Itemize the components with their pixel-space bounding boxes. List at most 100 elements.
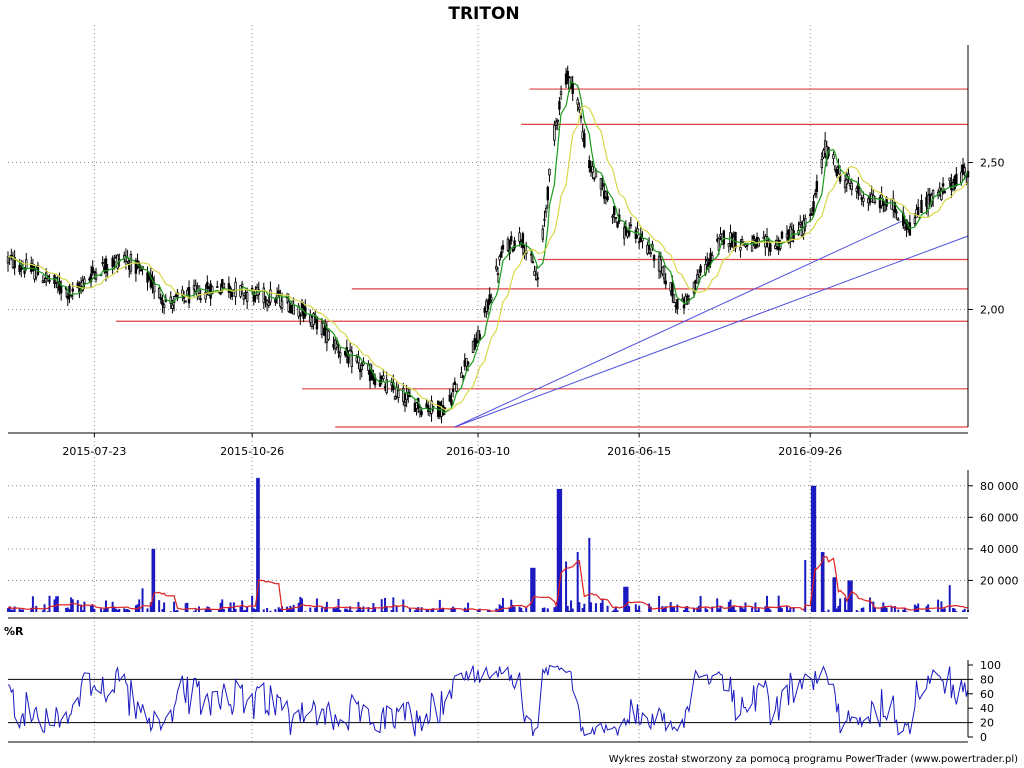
candle [908, 214, 912, 236]
price-x-tick-label: 2016-03-10 [446, 445, 510, 458]
candle-body [448, 394, 451, 402]
candle [614, 216, 618, 223]
volume-bar [13, 606, 16, 612]
candle [397, 384, 400, 403]
volume-bar [93, 608, 96, 612]
candle-body [461, 375, 465, 378]
volume-bar [757, 607, 760, 612]
candle [498, 254, 501, 266]
candle-body [393, 395, 397, 400]
candle-body [513, 240, 516, 249]
volume-bar [345, 608, 348, 612]
candle [554, 117, 558, 131]
candle-body [184, 300, 187, 303]
volume-moving-average [7, 556, 969, 612]
candle-body [262, 287, 265, 304]
candle [227, 276, 231, 299]
volume-bar [649, 606, 652, 612]
volume-bar [756, 610, 759, 612]
candle [184, 300, 187, 303]
candle-body [885, 197, 888, 207]
volume-bar [571, 608, 574, 612]
volume-bar [588, 537, 591, 612]
volume-bar [732, 606, 735, 612]
volume-bar [766, 595, 769, 612]
candle-body [385, 379, 388, 394]
candle-body [774, 245, 777, 249]
volume-bar [658, 595, 661, 612]
candle-body [820, 158, 824, 169]
volume-bar [392, 597, 395, 612]
candle [289, 302, 292, 314]
volume-bar [508, 607, 511, 612]
williams-r-series [7, 664, 969, 737]
candle-body [780, 231, 784, 239]
candle [916, 199, 920, 216]
volume-bar [682, 610, 685, 612]
volume-bar [76, 600, 79, 612]
volume-bar [827, 609, 830, 612]
volume-bar [860, 608, 863, 612]
candle-body [546, 186, 549, 201]
volume-bar [937, 599, 940, 612]
volume-bar [335, 608, 338, 612]
candle-body [292, 304, 295, 315]
price-levels [115, 88, 968, 428]
volume-bar [350, 610, 353, 612]
volume-bar [671, 606, 674, 612]
candle-body [181, 289, 184, 296]
candle [245, 287, 249, 310]
candle [529, 248, 533, 263]
volume-bar [913, 604, 916, 612]
volume-bar [570, 600, 573, 612]
candle [337, 343, 340, 359]
volume-bar [834, 577, 837, 612]
candle [496, 266, 500, 283]
candle [327, 329, 330, 341]
candle-body [475, 339, 478, 344]
volume-bar [337, 598, 340, 612]
volume-bar [349, 606, 352, 612]
candle-body [518, 232, 521, 242]
candle [591, 161, 594, 180]
candle-body [508, 240, 511, 254]
volume-bar [546, 608, 549, 612]
volume-bar [90, 605, 93, 612]
candle-body [280, 300, 284, 309]
volume-bar [706, 609, 709, 612]
volume-bar [792, 607, 795, 612]
candle [593, 177, 596, 182]
volume-bar [488, 610, 491, 612]
volume-y-tick-label: 40 000 [980, 543, 1019, 556]
candle [822, 148, 825, 160]
volume-bar [568, 610, 571, 612]
volume-bar [553, 607, 556, 612]
volume-bar [897, 609, 900, 612]
candle [475, 332, 478, 348]
volume-bar [467, 602, 470, 612]
candle [707, 257, 711, 273]
volume-bar [734, 610, 737, 612]
candle-body [883, 204, 887, 212]
volume-bar [880, 606, 883, 612]
candle-body [113, 260, 116, 266]
volume-bar [277, 607, 280, 612]
volume-bar [254, 609, 257, 612]
candle-body [672, 294, 676, 304]
volume-bar [787, 610, 790, 612]
candle [486, 298, 490, 315]
candle [647, 237, 651, 255]
volume-bar [487, 610, 489, 612]
volume-bar [31, 596, 34, 612]
candle [576, 96, 579, 112]
candle [460, 366, 463, 378]
candle-body [490, 297, 493, 301]
volume-bar [80, 604, 83, 612]
volume-bar [903, 608, 906, 612]
volume-bar [543, 607, 546, 612]
volume-bar [847, 580, 850, 612]
volume-bar [382, 611, 385, 612]
candle-body [501, 244, 505, 250]
volume-bar [81, 610, 84, 612]
